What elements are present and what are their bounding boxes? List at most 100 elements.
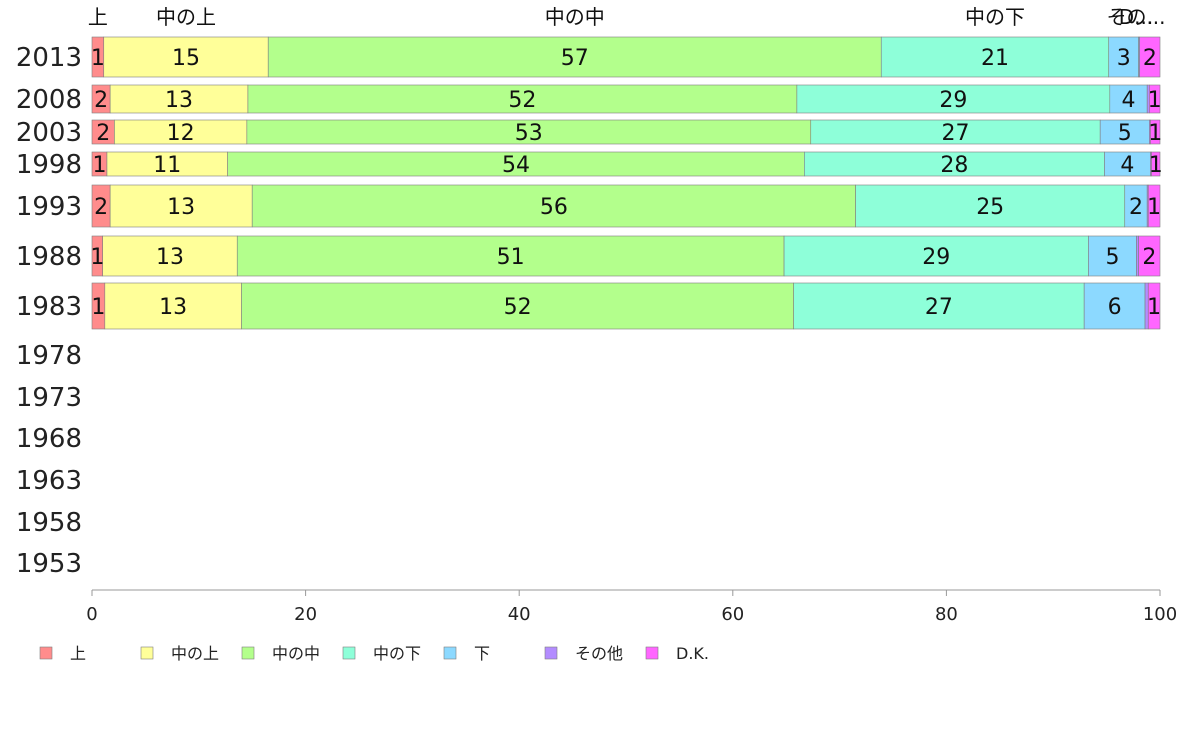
segment-label: 54: [502, 153, 530, 178]
bar-segment: [783, 235, 1089, 277]
segment-label: 1: [92, 153, 106, 178]
bar-segment: [1147, 184, 1161, 228]
top-column-label: 中の中: [545, 5, 605, 29]
segment-label: 52: [508, 88, 536, 113]
segment-label: 4: [1121, 88, 1135, 113]
segment-label: 56: [540, 195, 568, 220]
y-tick-label: 1958: [16, 508, 82, 538]
y-tick-label: 1978: [16, 341, 82, 371]
bar-segment: [1139, 36, 1161, 78]
bar-segment: [1147, 282, 1161, 330]
y-tick-label: 1998: [16, 150, 82, 180]
segment-label: 1: [91, 46, 105, 71]
segment-label: 2: [94, 88, 108, 113]
segment-label: 3: [1117, 46, 1131, 71]
bar-segment: [114, 119, 248, 145]
segment-label: 1: [1148, 121, 1162, 146]
segment-label: 2: [94, 195, 108, 220]
segment-label: 28: [940, 153, 968, 178]
bar-segment: [106, 151, 228, 177]
y-tick-label: 1968: [16, 424, 82, 454]
segment-labels: 1 15 57 21 3 22 13 52 29 4 12 12 53 27 5 11 11 54 28 4 12 13 5…: [90, 46, 1162, 320]
segment-label: 6: [1108, 295, 1122, 320]
legend-swatch: [241, 646, 255, 660]
segment-label: 12: [167, 121, 195, 146]
segment-label: 27: [925, 295, 953, 320]
y-tick-label: 1953: [16, 549, 82, 579]
segment-label: 52: [504, 295, 532, 320]
x-tick-label: 40: [508, 604, 531, 625]
segment-label: 21: [981, 46, 1009, 71]
bar-segment: [109, 184, 253, 228]
bar-segment: [855, 184, 1126, 228]
segment-label: 13: [159, 295, 187, 320]
bar-segment: [104, 282, 242, 330]
legend-swatch: [544, 646, 558, 660]
segment-label: 1: [90, 245, 104, 270]
bar-segment: [1149, 84, 1161, 114]
x-tick-label: 100: [1143, 604, 1177, 625]
bar-segment: [1136, 235, 1139, 277]
segment-label: 13: [165, 88, 193, 113]
y-tick-label: 1973: [16, 383, 82, 413]
segment-label: 13: [167, 195, 195, 220]
segment-label: 1: [1147, 295, 1161, 320]
segment-label: 1: [1149, 153, 1163, 178]
segment-label: 57: [561, 46, 589, 71]
segment-label: 27: [941, 121, 969, 146]
bar-segment: [1138, 235, 1161, 277]
legend-swatch: [140, 646, 154, 660]
segment-label: 2: [96, 121, 110, 146]
bar-segment: [804, 151, 1105, 177]
bar-segment: [1151, 151, 1161, 177]
bar-segment: [236, 235, 785, 277]
legend-label: 中の下: [373, 644, 421, 663]
segment-label: 29: [939, 88, 967, 113]
legend-label: 上: [70, 644, 86, 663]
legend-label: 下: [474, 644, 490, 663]
legend-label: 中の中: [272, 644, 320, 663]
segment-label: 1: [1148, 88, 1162, 113]
bar-segment: [241, 282, 794, 330]
bar-segment: [1109, 84, 1148, 114]
legend-label: その他: [575, 644, 623, 663]
x-tick-label: 80: [935, 604, 958, 625]
legend: 上 中の上 中の中 中の下 下 その他 D.K.: [39, 644, 709, 663]
top-column-label: 中の下: [965, 5, 1025, 29]
segment-label: 51: [497, 245, 525, 270]
bar-segment: [251, 184, 856, 228]
bars: [91, 36, 1161, 330]
segment-label: 25: [976, 195, 1004, 220]
segment-label: 1: [1147, 195, 1161, 220]
bar-segment: [246, 119, 812, 145]
legend-swatch: [645, 646, 659, 660]
legend-swatch: [342, 646, 356, 660]
segment-label: 1: [91, 295, 105, 320]
segment-label: 29: [922, 245, 950, 270]
segment-label: 4: [1120, 153, 1134, 178]
bar-segment: [102, 235, 238, 277]
y-tick-label: 1988: [16, 242, 82, 272]
top-column-label: 中の上: [156, 5, 216, 29]
bar-segment: [267, 36, 882, 78]
y-tick-label: 1963: [16, 466, 82, 496]
y-tick-label: 2013: [16, 43, 82, 73]
bar-segment: [1104, 151, 1151, 177]
legend-label: D.K.: [676, 644, 709, 663]
x-axis: 0 20 40 60 80 100: [86, 589, 1177, 625]
bar-segment: [109, 84, 249, 114]
bar-segment: [247, 84, 798, 114]
segment-label: 11: [153, 153, 181, 178]
segment-label: 2: [1142, 245, 1156, 270]
legend-swatch: [443, 646, 457, 660]
bar-segment: [810, 119, 1101, 145]
top-column-label: その...: [1106, 5, 1165, 29]
bar-segment: [1088, 235, 1137, 277]
y-tick-label: 1983: [16, 292, 82, 322]
legend-label: 中の上: [171, 644, 219, 663]
bar-segment: [1099, 119, 1150, 145]
segment-label: 53: [515, 121, 543, 146]
segment-label: 5: [1118, 121, 1132, 146]
